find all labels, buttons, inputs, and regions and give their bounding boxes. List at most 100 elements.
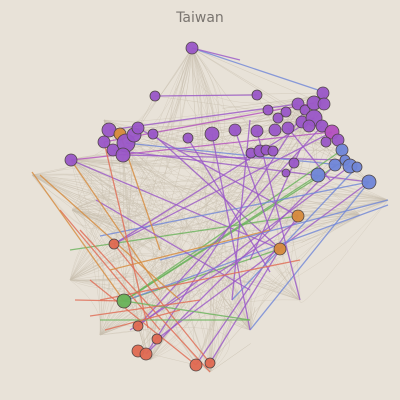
background-edge [70,47,223,190]
highlighted-edge [79,229,211,373]
background-edge [195,150,274,366]
highlighted-edge [99,259,301,301]
graph-node [273,242,287,256]
background-edge [69,159,103,281]
highlighted-edge [249,149,301,261]
graph-node [97,135,111,149]
background-edge [282,199,389,301]
highlighted-edge [103,141,149,329]
graph-node [281,121,295,135]
background-edge [301,214,361,243]
highlighted-edge [112,149,370,183]
graph-node [108,238,120,250]
background-edge [113,125,310,245]
highlighted-edge [154,94,258,97]
graph-node [316,86,330,100]
highlighted-edge [145,109,306,355]
graph-node [139,347,153,361]
graph-node [267,145,279,157]
highlighted-edge [159,199,389,261]
graph-node [268,123,282,137]
background-edge [256,94,329,202]
highlighted-edge [104,309,181,331]
background-edge [103,47,193,136]
background-edge [69,94,329,281]
background-edge [70,94,329,220]
highlighted-edge [89,279,197,366]
graph-nodes [64,41,377,372]
background-edge [192,299,301,373]
background-edge [209,320,233,373]
background-edge [122,141,327,156]
background-edge [191,47,211,373]
highlighted-edge [231,166,358,301]
highlighted-edge [113,243,211,364]
background-edge [137,137,189,327]
background-edge [69,207,361,281]
background-edge [99,47,219,336]
background-edge [70,159,319,176]
background-edge [222,94,329,109]
graph-node [149,90,161,102]
background-edge [70,159,197,366]
graph-node [204,126,220,142]
highlighted-edge [234,129,271,231]
highlighted-edge [31,171,125,302]
highlighted-edge [39,174,181,301]
graph-node [115,147,131,163]
background-edge [249,306,256,331]
background-edge [99,269,104,336]
graph-node [182,132,194,144]
highlighted-edge [177,149,251,161]
background-edge [123,134,135,302]
graph-node [335,143,349,157]
graph-node [351,161,363,173]
highlighted-edge [69,215,299,251]
graph-node [147,128,159,140]
graph-node [310,167,326,183]
background-edge [180,47,389,203]
background-edge [291,214,361,231]
background-edge [210,199,389,331]
graph-node [262,104,274,116]
highlighted-edge [123,248,281,302]
graph-node [272,112,284,124]
background-edge [71,94,329,231]
highlighted-edge [99,181,370,237]
background-edge [70,47,193,176]
highlighted-edge [109,229,271,271]
graph-node [281,168,291,178]
highlighted-edge [89,299,201,317]
background-edges [31,47,389,373]
background-edge [69,260,301,301]
background-edge [220,273,301,301]
graph-node [250,124,264,138]
highlighted-edge [249,181,370,331]
background-edge [191,47,325,105]
background-edge [209,343,251,373]
background-edge [113,172,287,245]
background-edge [191,47,323,127]
background-edge [133,47,193,136]
background-edge [31,174,143,245]
graph-node [299,104,311,116]
highlighted-edge [74,299,125,302]
highlighted-edge [186,136,271,273]
background-edge [256,94,303,123]
highlighted-edge [125,142,351,167]
graph-node [64,153,78,167]
background-edge [195,109,306,366]
graph-node [132,320,144,332]
background-edge [71,199,389,258]
background-edge [69,279,102,336]
graph-node [317,97,331,111]
highlighted-edge [256,130,301,301]
highlighted-edge [191,47,319,91]
background-edge [299,199,389,303]
graph-node [204,357,216,369]
background-edge [31,174,216,373]
background-edge [71,209,192,361]
background-edge [69,214,361,289]
graph-node [185,41,199,55]
